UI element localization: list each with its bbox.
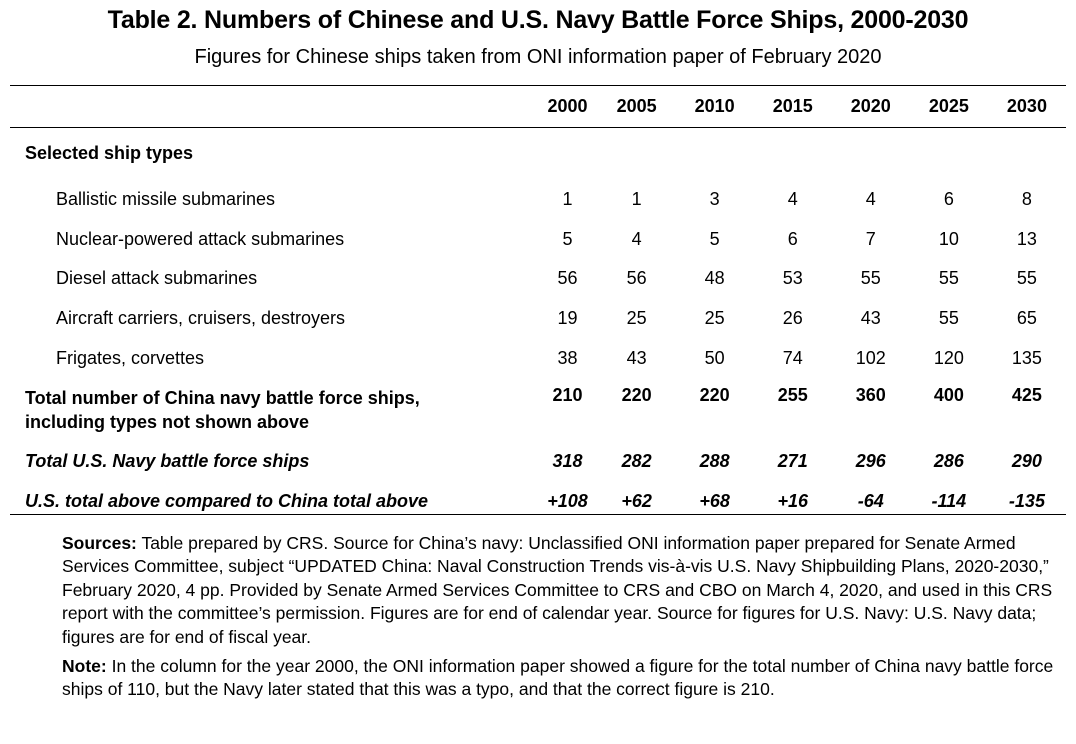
table-cell: 135: [1011, 347, 1042, 368]
china-total-row: Total number of China navy battle force …: [10, 378, 1066, 442]
table-title: Table 2. Numbers of Chinese and U.S. Nav…: [107, 6, 969, 34]
table-cell: 255: [777, 384, 808, 405]
comparison-row: U.S. total above compared to China total…: [10, 482, 1066, 522]
table-row: Aircraft carriers, cruisers, destroyers …: [10, 299, 1066, 339]
table-cell: 5: [562, 228, 573, 249]
table-cell: 282: [621, 451, 652, 472]
table-row: Diesel attack submarines 56 56 48 53 55 …: [10, 259, 1066, 299]
table-cell: 25: [626, 308, 647, 329]
year-header: 2005: [616, 96, 657, 116]
table-cell: 43: [626, 347, 647, 368]
top-rule: [10, 85, 1066, 86]
row-label: Aircraft carriers, cruisers, destroyers: [56, 308, 346, 329]
table-cell: 6: [943, 189, 954, 210]
table-cell: 286: [933, 451, 964, 472]
section-label: Selected ship types: [25, 143, 194, 163]
table-cell: 1: [562, 189, 573, 210]
table-cell: -135: [1008, 491, 1045, 512]
table-subtitle: Figures for Chinese ships taken from ONI…: [194, 46, 882, 68]
table-cell: 38: [557, 347, 578, 368]
table-cell: 10: [938, 228, 959, 249]
table-cell: 425: [1011, 384, 1042, 405]
table-cell: 360: [855, 384, 886, 405]
table-cell: -64: [857, 491, 884, 512]
table-cell: 3: [709, 189, 720, 210]
table-cell: 43: [860, 308, 881, 329]
table-row: Frigates, corvettes 38 43 50 74 102 120 …: [10, 338, 1066, 378]
sources-lead: Sources:: [62, 533, 137, 553]
section-row: Selected ship types: [10, 127, 1066, 180]
table-cell: 1: [631, 189, 642, 210]
table-cell: 220: [699, 384, 730, 405]
table-cell: 26: [782, 308, 803, 329]
table-cell: 55: [938, 268, 959, 289]
bottom-rule: [10, 514, 1066, 515]
table-cell: +108: [547, 491, 588, 512]
table-cell: 4: [865, 189, 876, 210]
year-header: 2010: [694, 96, 735, 116]
table-cell: 400: [933, 384, 964, 405]
table-cell: 56: [557, 268, 578, 289]
table-cell: 4: [631, 228, 642, 249]
table-cell: 25: [704, 308, 725, 329]
sources-paragraph: Sources: Table prepared by CRS. Source f…: [62, 532, 1062, 649]
row-label: Nuclear-powered attack submarines: [56, 228, 345, 249]
table-cell: 318: [552, 451, 583, 472]
table-cell: 48: [704, 268, 725, 289]
table-cell: 65: [1016, 308, 1037, 329]
note-lead: Note:: [62, 656, 107, 677]
table-cell: 6: [787, 228, 798, 249]
row-label: Diesel attack submarines: [56, 268, 258, 289]
table-cell: 290: [1011, 451, 1042, 472]
table-cell: 56: [626, 268, 647, 289]
table-cell: 5: [709, 228, 720, 249]
china-total-label-line2: including types not shown above: [25, 411, 310, 432]
table-cell: 271: [777, 451, 808, 472]
table-cell: 220: [621, 384, 652, 405]
table-cell: 296: [855, 451, 886, 472]
table-cell: +68: [699, 491, 730, 512]
table-cell: 53: [782, 268, 803, 289]
table-cell: 7: [865, 228, 876, 249]
us-total-row: Total U.S. Navy battle force ships 318 2…: [10, 442, 1066, 482]
year-header: 2025: [928, 96, 969, 116]
table-cell: 102: [855, 347, 886, 368]
table-cell: -114: [931, 491, 967, 512]
ships-table: 2000 2005 2010 2015 2020 2025 2030 Selec…: [10, 86, 1066, 522]
table-cell: +62: [621, 491, 652, 512]
table-cell: +16: [777, 491, 808, 512]
table-cell: 120: [933, 347, 964, 368]
table-cell: 50: [704, 347, 725, 368]
us-total-label: Total U.S. Navy battle force ships: [25, 451, 310, 472]
table-cell: 55: [938, 308, 959, 329]
table-cell: 55: [860, 268, 881, 289]
row-label: Frigates, corvettes: [56, 347, 205, 368]
row-label: Ballistic missile submarines: [56, 189, 276, 210]
table-cell: 288: [699, 451, 730, 472]
china-total-label-line1: Total number of China navy battle force …: [25, 387, 420, 408]
table-cell: 55: [1016, 268, 1037, 289]
header-blank-cell: [10, 86, 520, 127]
note-paragraph: Note: In the column for the year 2000, t…: [62, 655, 1062, 702]
year-header: 2015: [772, 96, 813, 116]
table-cell: 8: [1021, 189, 1032, 210]
table-row: Nuclear-powered attack submarines 5 4 5 …: [10, 220, 1066, 260]
table-cell: 19: [557, 308, 578, 329]
note-text: In the column for the year 2000, the ONI…: [62, 656, 1054, 700]
year-header: 2000: [547, 96, 588, 116]
comparison-label: U.S. total above compared to China total…: [25, 491, 429, 512]
year-header: 2030: [1006, 96, 1047, 116]
table-notes: Sources: Table prepared by CRS. Source f…: [62, 532, 1062, 708]
china-total-label: Total number of China navy battle force …: [10, 378, 520, 442]
table-cell: 4: [787, 189, 798, 210]
table-cell: 210: [552, 384, 583, 405]
table-row: Ballistic missile submarines 1 1 3 4 4 6…: [10, 180, 1066, 220]
sources-text: Table prepared by CRS. Source for China’…: [62, 533, 1053, 647]
header-rule: [10, 127, 1066, 128]
year-header: 2020: [850, 96, 891, 116]
table-cell: 74: [782, 347, 803, 368]
year-header-row: 2000 2005 2010 2015 2020 2025 2030: [10, 86, 1066, 127]
table-cell: 13: [1016, 228, 1037, 249]
